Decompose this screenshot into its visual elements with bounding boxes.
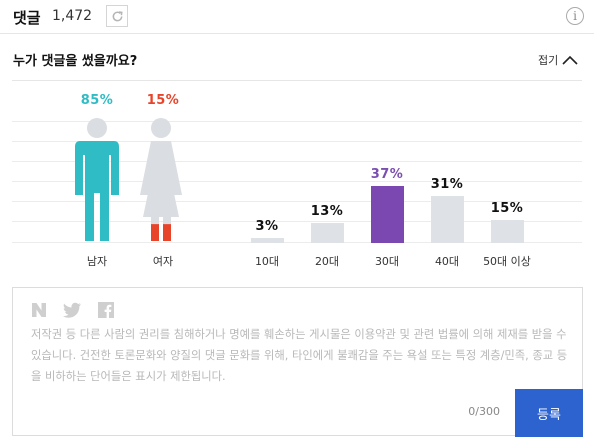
grid-line <box>12 221 582 222</box>
social-share-icons <box>31 302 114 318</box>
age-percent-label: 31% <box>430 177 464 192</box>
comment-title: 댓글 <box>13 9 41 27</box>
comment-count: 1,472 <box>52 8 93 24</box>
grid-line <box>12 141 582 142</box>
female-percent: 15% <box>146 93 180 108</box>
header-divider <box>0 33 594 34</box>
age-category-label: 10대 <box>254 255 280 268</box>
stats-title: 누가 댓글을 썼을까요? <box>13 54 138 69</box>
gender-label-male: 남자 <box>86 255 108 268</box>
refresh-icon <box>112 10 123 21</box>
twitter-icon[interactable] <box>63 302 82 318</box>
age-category-label: 50대 이상 <box>483 255 531 268</box>
submit-button[interactable]: 등록 <box>515 389 583 437</box>
naver-icon[interactable] <box>31 302 47 318</box>
info-icon[interactable]: i <box>566 7 584 25</box>
char-counter: 0/300 <box>468 405 500 418</box>
age-percent-label: 13% <box>310 204 344 219</box>
gender-label-female: 여자 <box>152 255 174 268</box>
male-figure-icon <box>75 118 119 241</box>
comment-header: 댓글 1,472 i <box>0 0 594 34</box>
facebook-icon[interactable] <box>98 302 114 318</box>
age-percent-label: 15% <box>490 201 524 216</box>
grid-line <box>12 121 582 122</box>
refresh-button[interactable] <box>106 5 128 27</box>
age-bar <box>371 186 404 243</box>
age-percent-label: 3% <box>255 219 279 234</box>
comment-input-box[interactable]: 저작권 등 다른 사람의 권리를 침해하거나 명예를 훼손하는 게시물은 이용약… <box>12 287 583 437</box>
stats-divider <box>12 80 582 81</box>
age-bar <box>491 220 524 243</box>
collapse-label: 접기 <box>538 54 559 67</box>
grid-line <box>12 242 582 243</box>
chevron-up-icon <box>562 55 578 65</box>
female-figure-icon <box>140 118 182 241</box>
collapse-toggle[interactable]: 접기 <box>538 52 578 68</box>
grid-line <box>12 201 582 202</box>
age-category-label: 20대 <box>314 255 340 268</box>
grid-line <box>12 161 582 162</box>
comment-notice[interactable]: 저작권 등 다른 사람의 권리를 침해하거나 명예를 훼손하는 게시물은 이용약… <box>31 328 568 383</box>
age-category-label: 30대 <box>374 255 400 268</box>
age-bar <box>431 196 464 243</box>
age-category-label: 40대 <box>434 255 460 268</box>
age-bar <box>251 238 284 243</box>
male-percent: 85% <box>80 93 114 108</box>
grid-line <box>12 181 582 182</box>
age-bar <box>311 223 344 243</box>
age-percent-label: 37% <box>370 167 404 182</box>
